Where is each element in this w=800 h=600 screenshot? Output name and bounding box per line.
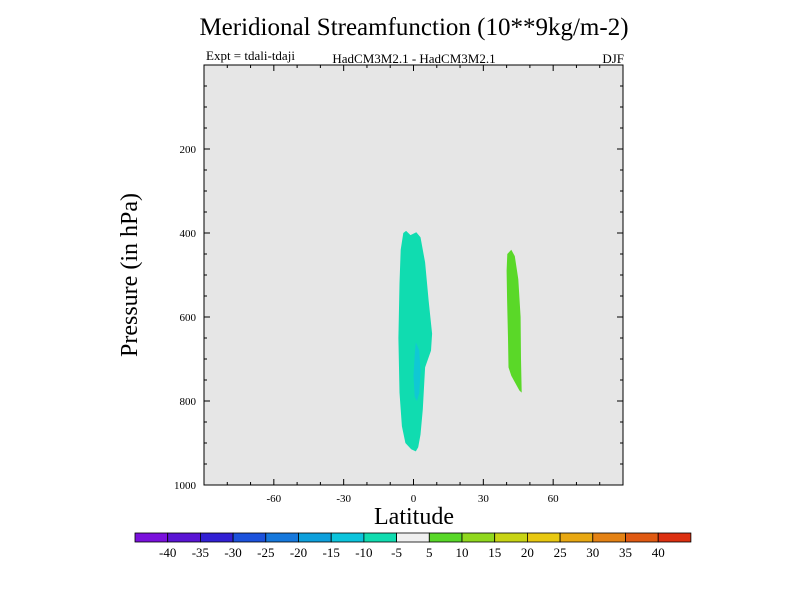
x-tick-label: 30 <box>478 493 490 505</box>
colorbar-label: 15 <box>488 545 501 560</box>
colorbar-label: -15 <box>323 545 340 560</box>
colorbar-swatch <box>265 532 299 543</box>
colorbar-swatch <box>592 532 626 543</box>
contour-regions <box>398 230 522 452</box>
axis-ticks <box>203 65 624 486</box>
colorbar-swatch <box>363 532 397 543</box>
tick-labels: -60 -30 0 30 60 200 400 600 800 1000 <box>174 144 559 505</box>
x-axis-label: Latitude <box>374 504 454 530</box>
y-tick-label: 400 <box>180 228 197 240</box>
colorbar: -40 -35 -30 -25 -20 -15 -10 -5 5 10 15 20 25 30 35 40 <box>134 532 692 560</box>
colorbar-swatch <box>134 532 169 543</box>
experiment-label: Expt = tdali-tdaji <box>206 48 295 63</box>
colorbar-label: 10 <box>456 545 469 560</box>
colorbar-swatch <box>167 532 201 543</box>
colorbar-label: -25 <box>257 545 274 560</box>
colorbar-swatch <box>494 532 528 543</box>
colorbar-swatch <box>396 532 430 543</box>
colorbar-label: 30 <box>586 545 599 560</box>
chart-title: Meridional Streamfunction (10**9kg/m-2) <box>199 14 629 41</box>
x-tick-label: 0 <box>411 493 417 505</box>
colorbar-swatch <box>527 532 561 543</box>
colorbar-swatch <box>199 532 234 543</box>
colorbar-swatch <box>428 532 463 543</box>
colorbar-swatch <box>559 532 594 543</box>
colorbar-label: 25 <box>554 545 567 560</box>
colorbar-swatch <box>625 532 659 543</box>
core-region <box>413 342 421 401</box>
model-label: HadCM3M2.1 - HadCM3M2.1 <box>332 51 496 66</box>
colorbar-swatch <box>232 532 267 543</box>
colorbar-label: 5 <box>426 545 433 560</box>
positive-region <box>506 249 522 393</box>
y-tick-label: 1000 <box>174 480 197 492</box>
colorbar-swatch <box>330 532 365 543</box>
negative-region <box>398 230 433 452</box>
colorbar-label: -35 <box>192 545 209 560</box>
season-label: DJF <box>602 51 624 66</box>
x-tick-label: -60 <box>266 493 281 505</box>
colorbar-label: -30 <box>224 545 241 560</box>
colorbar-swatch <box>461 532 496 543</box>
colorbar-label: -40 <box>159 545 176 560</box>
colorbar-label: 20 <box>521 545 534 560</box>
colorbar-swatch <box>298 532 332 543</box>
colorbar-label: 35 <box>619 545 632 560</box>
y-tick-label: 600 <box>180 312 197 324</box>
colorbar-label: -20 <box>290 545 307 560</box>
x-tick-label: 60 <box>548 493 560 505</box>
colorbar-label: -10 <box>355 545 372 560</box>
y-tick-label: 200 <box>180 144 197 156</box>
x-tick-label: -30 <box>336 493 351 505</box>
colorbar-swatch <box>657 532 692 543</box>
y-axis-label: Pressure (in hPa) <box>117 193 143 357</box>
colorbar-label: 40 <box>652 545 665 560</box>
colorbar-label: -5 <box>391 545 402 560</box>
y-tick-label: 800 <box>180 396 197 408</box>
